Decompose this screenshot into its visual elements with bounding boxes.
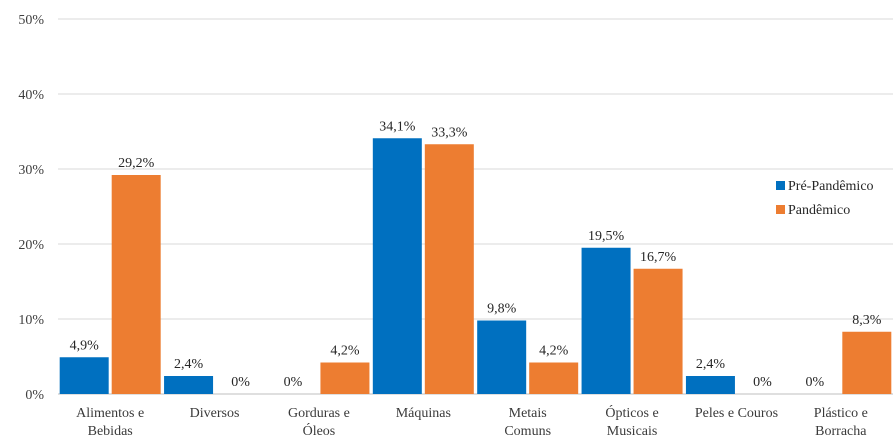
bars [59, 138, 892, 394]
y-axis: 0% 10% 20% 30% 40% 50% [18, 13, 44, 403]
y-tick-label: 30% [18, 163, 44, 178]
data-label: 0% [805, 375, 824, 390]
x-category-label: Plástico e [814, 406, 868, 421]
x-axis: Alimentos e Bebidas Diversos Gorduras eÓleo… [76, 404, 868, 439]
legend-swatch [776, 205, 785, 214]
data-label: 29,2% [118, 156, 155, 171]
x-category-label: Borracha [815, 424, 867, 439]
data-label: 8,3% [852, 313, 882, 328]
data-label: 19,5% [588, 229, 625, 244]
bar-pre-pandemico [477, 320, 527, 394]
x-category-label: Óleos [303, 422, 336, 439]
data-label: 34,1% [379, 119, 416, 134]
legend: Pré-Pandêmico Pandêmico [776, 179, 874, 218]
bar-pre-pandemico [685, 376, 735, 394]
data-label: 33,3% [431, 125, 468, 140]
bar-pandemico [633, 268, 683, 394]
x-category-label: Alimentos e [76, 406, 144, 421]
data-label: 2,4% [696, 357, 726, 372]
bar-pre-pandemico [581, 247, 631, 394]
x-category-label: Ópticos e [605, 404, 658, 421]
x-category-label: Máquinas [396, 406, 451, 421]
x-category-label: Musicais [607, 424, 658, 439]
bar-pandemico [320, 362, 370, 394]
data-label: 0% [284, 375, 303, 390]
bar-pandemico [111, 175, 161, 394]
data-label: 0% [753, 375, 772, 390]
y-tick-label: 40% [18, 88, 44, 103]
bar-pre-pandemico [372, 138, 422, 394]
y-tick-label: 20% [18, 238, 44, 253]
data-label: 4,2% [539, 344, 569, 359]
x-category-label: Bebidas [88, 424, 133, 439]
bar-pandemico [529, 362, 579, 394]
x-category-label: Metais [509, 406, 547, 421]
data-label: 16,7% [640, 250, 677, 265]
legend-label: Pré-Pandêmico [788, 179, 874, 194]
bar-pre-pandemico [59, 357, 109, 394]
x-category-label: Diversos [190, 406, 240, 421]
data-label: 4,9% [70, 338, 100, 353]
bar-pre-pandemico [164, 376, 214, 394]
x-category-label: Gorduras e [288, 406, 350, 421]
data-label: 0% [231, 375, 250, 390]
bar-pandemico [424, 144, 474, 394]
y-tick-label: 10% [18, 313, 44, 328]
x-category-label: Peles e Couros [695, 406, 778, 421]
data-label: 9,8% [487, 302, 517, 317]
legend-label: Pandêmico [788, 203, 850, 218]
legend-swatch [776, 181, 785, 190]
gridlines [58, 18, 893, 395]
y-tick-label: 0% [25, 388, 44, 403]
data-label: 2,4% [174, 357, 204, 372]
bar-pandemico [842, 331, 892, 394]
y-tick-label: 50% [18, 13, 44, 28]
data-labels: 4,9% 29,2% 2,4% 0% 0% 4,2% 34,1% 33,3% 9,8% 4,2% 1… [70, 119, 882, 390]
x-category-label: Comuns [504, 424, 551, 439]
data-label: 4,2% [330, 344, 360, 359]
